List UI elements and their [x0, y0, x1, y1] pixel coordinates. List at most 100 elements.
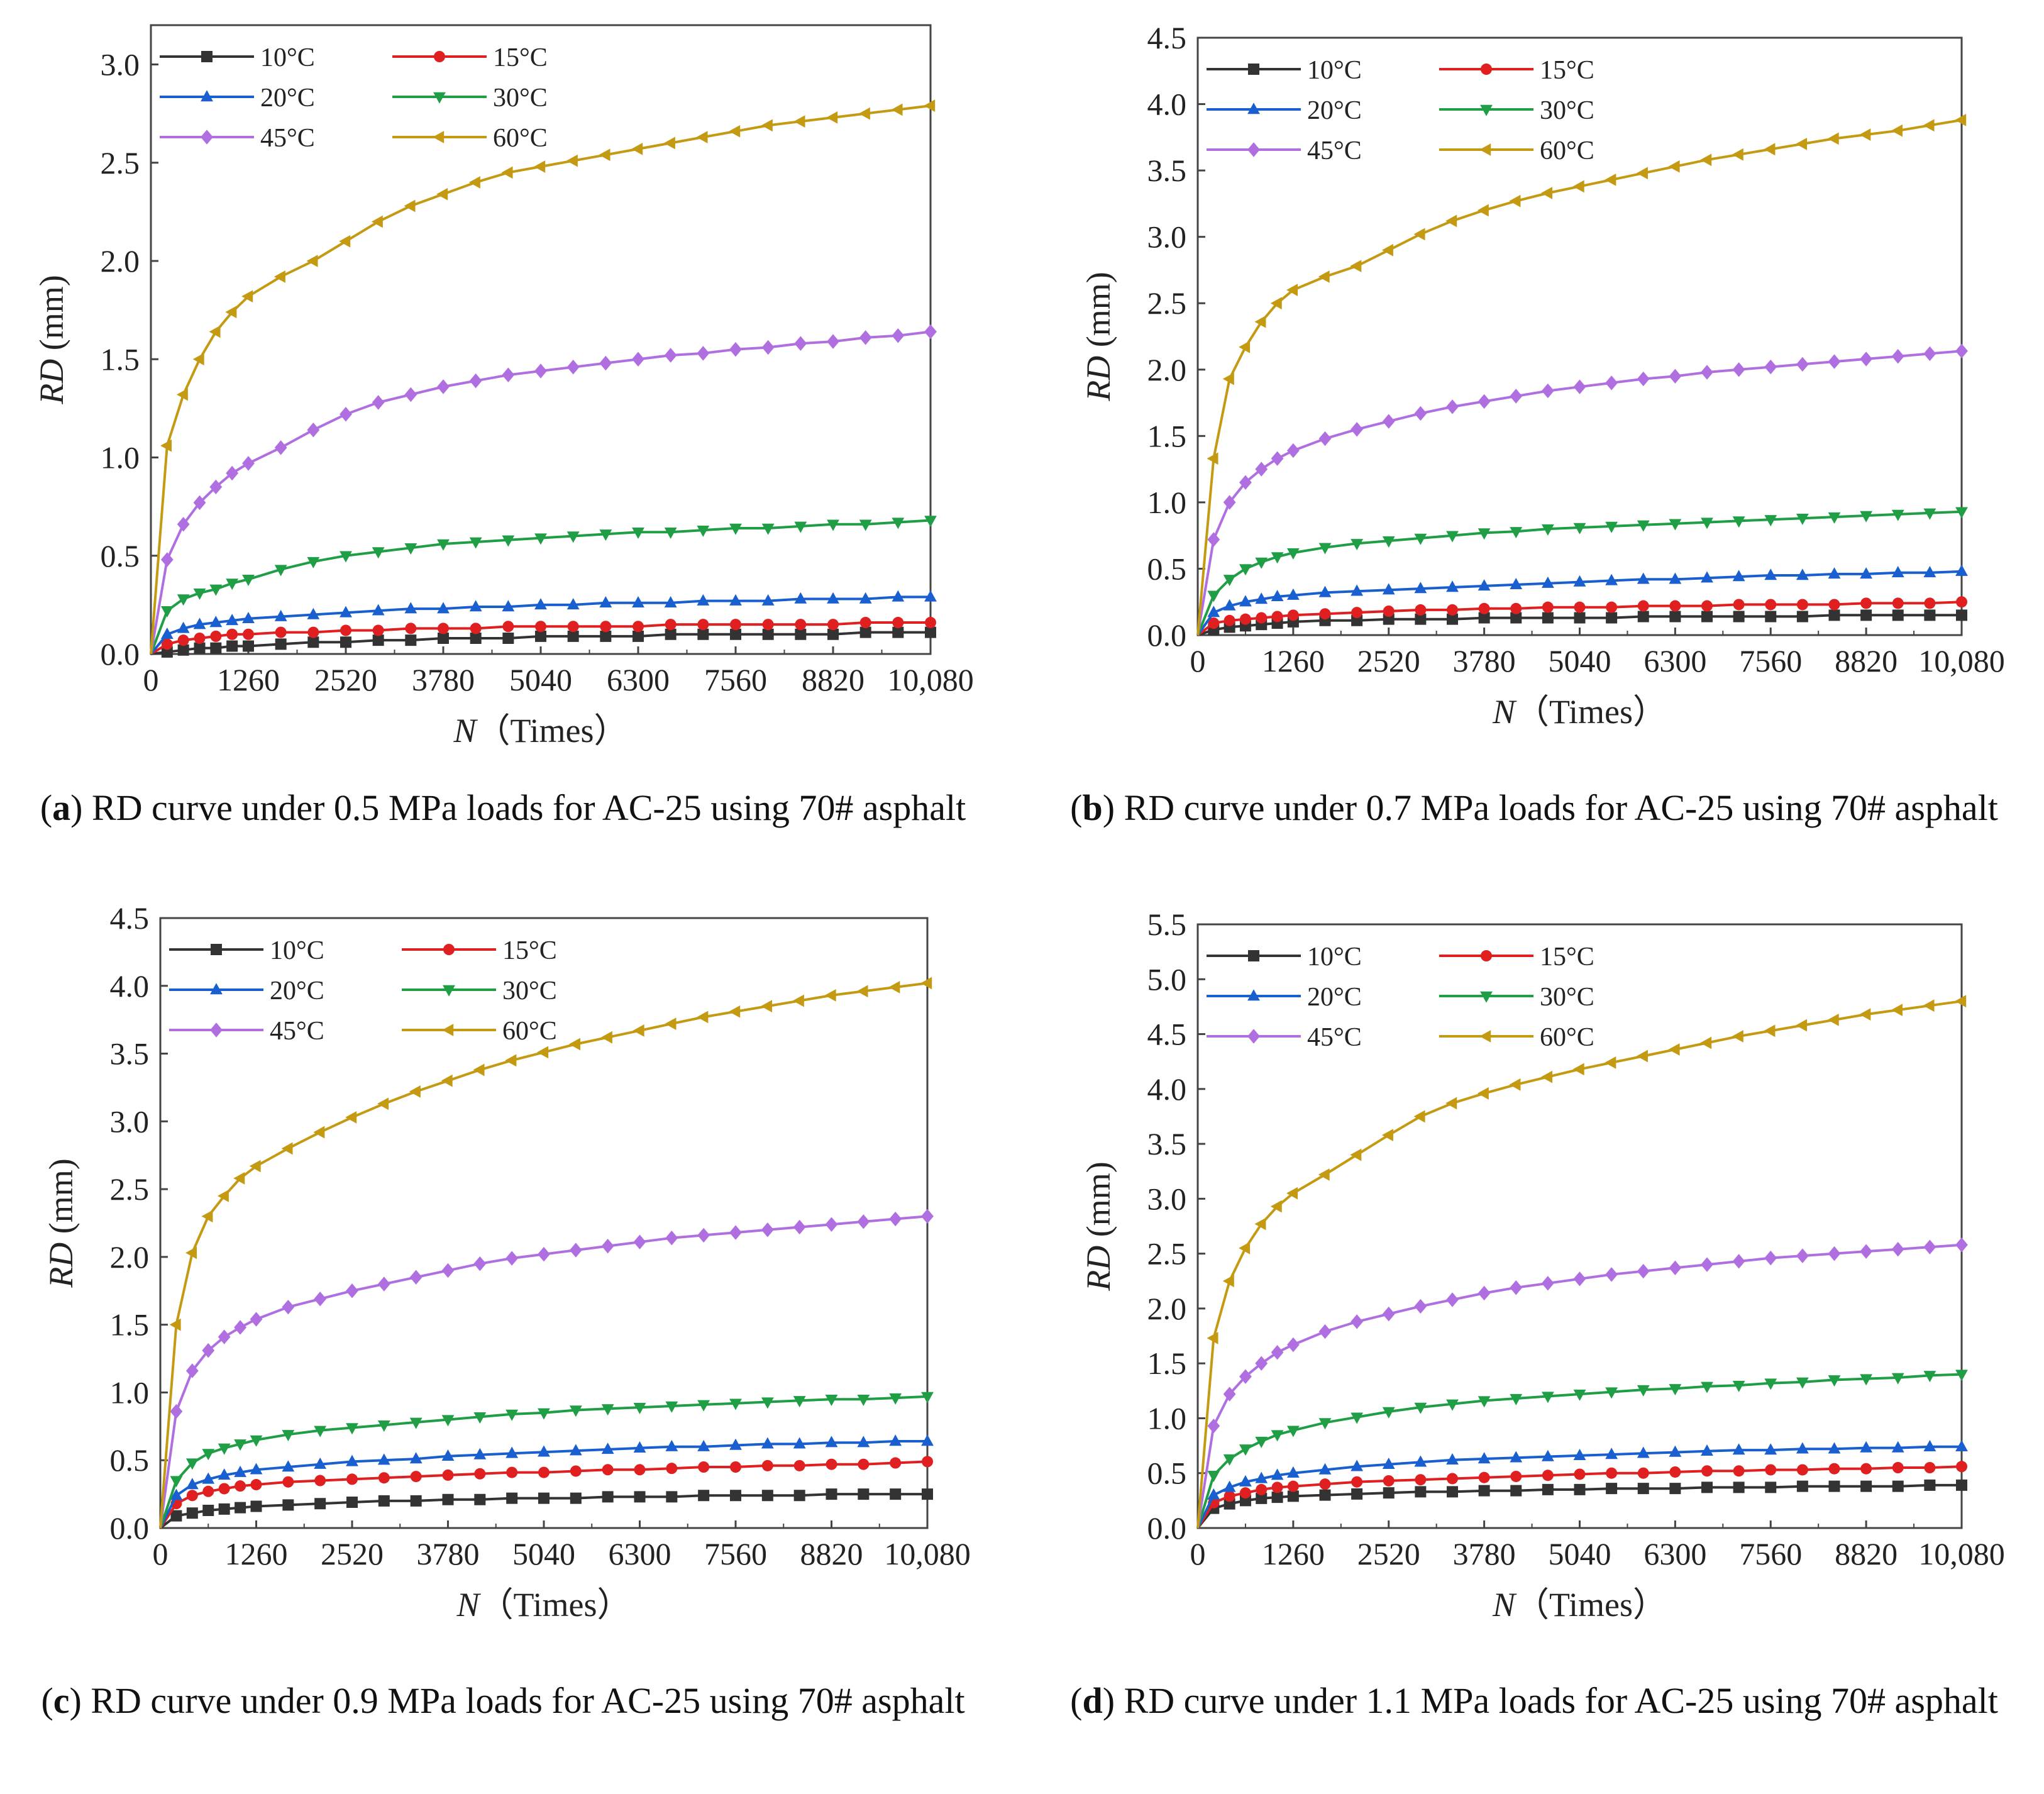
y-tick-label: 1.0 — [101, 440, 140, 475]
data-point — [202, 1472, 215, 1484]
data-point — [372, 624, 384, 636]
data-point — [1860, 1463, 1872, 1475]
x-tick-label: 3780 — [417, 1536, 480, 1571]
legend-marker — [1481, 950, 1492, 961]
data-point — [1382, 1407, 1395, 1419]
data-point — [1542, 601, 1554, 613]
data-point — [1239, 340, 1251, 353]
y-tick-label: 0.0 — [1147, 617, 1187, 653]
data-point — [1207, 1471, 1220, 1483]
data-point — [441, 1074, 453, 1087]
data-point — [242, 575, 255, 587]
data-point — [1413, 228, 1425, 241]
data-point — [761, 1437, 774, 1449]
series-10C — [1197, 609, 1967, 636]
data-point — [1892, 1480, 1904, 1492]
x-tick-label: 1260 — [1262, 643, 1325, 678]
data-point — [282, 1460, 295, 1472]
data-point — [859, 330, 872, 345]
data-point — [372, 395, 385, 410]
data-point — [793, 1490, 805, 1502]
data-point — [469, 600, 482, 612]
x-axis-title-symbol: N — [456, 1586, 481, 1624]
data-point — [1239, 1242, 1251, 1254]
data-point — [1764, 1378, 1777, 1390]
data-point — [827, 519, 839, 531]
series-line — [1196, 601, 1962, 636]
series-line — [150, 519, 931, 655]
data-point — [1765, 1481, 1777, 1493]
series-60C — [1196, 995, 1967, 1529]
data-point — [633, 1441, 646, 1453]
data-point — [1318, 270, 1330, 283]
data-point — [1510, 1393, 1523, 1405]
data-point — [275, 638, 287, 650]
x-tick-label: 8820 — [1835, 643, 1898, 678]
series-line — [159, 982, 928, 1529]
legend-marker — [201, 51, 213, 62]
data-point — [1956, 596, 1967, 608]
y-axis-title-symbol: RD — [1080, 356, 1117, 402]
data-point — [1319, 608, 1331, 620]
data-point — [632, 595, 644, 607]
x-tick-label: 5040 — [1549, 643, 1611, 678]
data-point — [890, 1457, 902, 1469]
data-point — [633, 1234, 646, 1249]
data-point — [1239, 1444, 1252, 1456]
y-tick-label: 2.0 — [1147, 1291, 1187, 1326]
data-point — [1381, 1129, 1393, 1142]
data-point — [892, 590, 905, 602]
series-line — [1196, 1465, 1962, 1529]
data-point — [1351, 539, 1364, 551]
data-point — [1892, 597, 1904, 609]
data-point — [502, 621, 514, 633]
data-point — [892, 518, 905, 529]
data-point — [346, 1454, 358, 1466]
data-point — [569, 1243, 582, 1258]
data-point — [1765, 599, 1777, 611]
data-point — [226, 640, 238, 652]
data-point — [1383, 606, 1395, 617]
data-point — [697, 628, 709, 640]
series-45C — [1196, 1237, 1968, 1529]
legend-label: 60°C — [1540, 136, 1594, 165]
data-point — [537, 1046, 549, 1059]
data-point — [340, 624, 351, 636]
series-20C — [1196, 1440, 1968, 1529]
data-point — [1764, 515, 1777, 527]
data-point — [1351, 584, 1364, 596]
data-point — [1733, 1481, 1745, 1493]
data-point — [404, 387, 417, 402]
data-point — [1207, 606, 1220, 617]
data-point — [1255, 1356, 1268, 1371]
data-point — [1510, 1280, 1523, 1295]
data-point — [1573, 523, 1586, 534]
legend-item: 10°C — [1207, 943, 1362, 972]
x-axis-title-unit: （Times） — [1515, 1586, 1667, 1624]
data-point — [1478, 394, 1491, 409]
x-tick-label: 10,080 — [1918, 1536, 2005, 1571]
data-point — [218, 1443, 231, 1455]
data-point — [1383, 1487, 1395, 1499]
data-point — [1796, 1019, 1808, 1032]
data-point — [1239, 475, 1252, 490]
data-point — [1270, 297, 1282, 310]
series-45C — [150, 324, 937, 655]
data-point — [891, 103, 903, 116]
data-point — [1446, 531, 1459, 543]
data-point — [250, 1500, 262, 1512]
data-point — [218, 1468, 231, 1480]
data-point — [1478, 1485, 1490, 1497]
x-tick-label: 6300 — [1643, 1536, 1706, 1571]
data-point — [1224, 1490, 1235, 1502]
data-point — [1891, 1441, 1904, 1453]
data-point — [314, 1475, 326, 1487]
x-tick-label: 8820 — [1835, 1536, 1898, 1571]
x-tick-label: 3780 — [1453, 643, 1516, 678]
data-point — [1573, 1449, 1586, 1460]
data-point — [826, 111, 838, 124]
data-point — [1637, 520, 1650, 532]
data-point — [569, 1038, 581, 1051]
data-point — [793, 1396, 806, 1408]
data-point — [1208, 617, 1220, 629]
